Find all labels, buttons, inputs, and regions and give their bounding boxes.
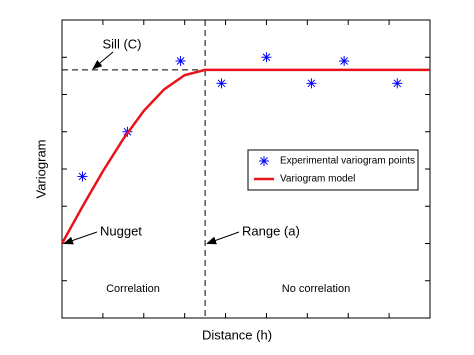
star-stroke <box>393 79 402 88</box>
scatter-point <box>339 55 350 66</box>
legend-label: Experimental variogram points <box>280 156 415 167</box>
annotation-arrow <box>92 51 114 70</box>
annotation-arrow <box>63 231 98 245</box>
star-stroke <box>340 57 348 65</box>
star-stroke <box>78 172 87 181</box>
scatter-point <box>259 156 269 166</box>
annotation: Range (a) <box>242 223 300 238</box>
model-line <box>60 68 430 245</box>
star-stroke <box>307 79 316 88</box>
scatter-point <box>392 78 403 89</box>
scatter-point <box>216 78 227 89</box>
legend-box <box>247 149 419 191</box>
annotation: Sill (C) <box>103 36 142 51</box>
annotation: Nugget <box>100 223 142 238</box>
scatter-point <box>77 171 88 182</box>
annotation-arrow <box>206 231 240 245</box>
annotation: No correlation <box>282 283 350 295</box>
scatter-point <box>261 52 272 63</box>
annotation: Correlation <box>106 283 160 295</box>
star-stroke <box>176 57 185 65</box>
y-axis-label: Variogram <box>33 139 48 198</box>
x-axis-label: Distance (h) <box>202 327 272 342</box>
star-stroke <box>260 157 268 165</box>
legend-label: Variogram model <box>280 174 355 185</box>
star-stroke <box>262 53 271 62</box>
star-stroke <box>217 79 226 88</box>
scatter-point <box>175 55 186 66</box>
scatter-point <box>306 78 317 89</box>
